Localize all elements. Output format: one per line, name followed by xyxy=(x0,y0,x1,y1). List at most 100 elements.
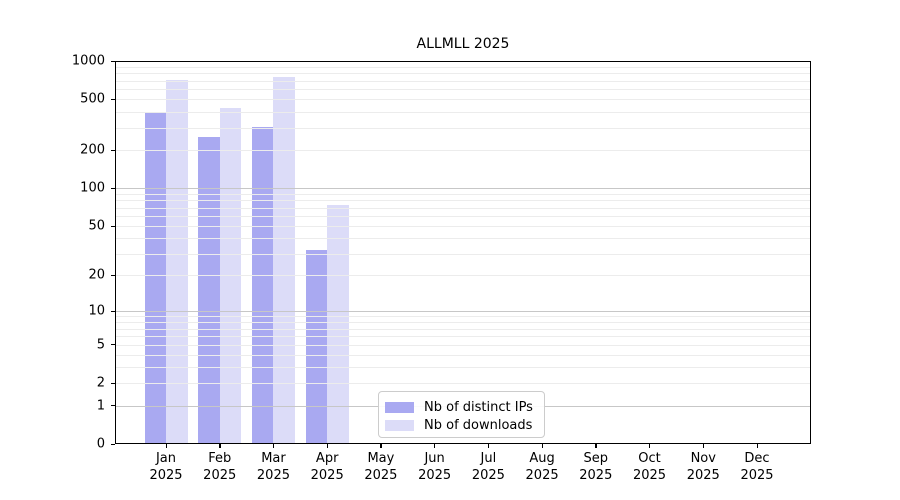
minor-gridline xyxy=(115,216,811,218)
x-tick-year: 2025 xyxy=(203,467,237,483)
y-tick-mark xyxy=(111,225,115,227)
x-tick-label: Dec 2025 xyxy=(725,451,789,484)
minor-gridline xyxy=(115,111,811,113)
legend-label: Nb of distinct IPs xyxy=(424,399,533,415)
y-tick-mark xyxy=(111,344,115,346)
y-tick-label: 0 xyxy=(96,436,105,452)
x-tick-year: 2025 xyxy=(364,467,398,483)
x-tick-mark xyxy=(487,444,490,448)
minor-gridline xyxy=(115,354,811,356)
y-tick-label: 500 xyxy=(80,91,105,107)
minor-gridline xyxy=(115,226,811,228)
bar-downloads xyxy=(273,76,295,444)
minor-gridline xyxy=(115,66,811,68)
x-tick-year: 2025 xyxy=(310,467,344,483)
legend-label: Nb of downloads xyxy=(424,417,533,433)
x-tick-label: Feb 2025 xyxy=(188,451,252,484)
minor-gridline xyxy=(115,367,811,369)
x-tick-year: 2025 xyxy=(632,467,667,483)
x-tick-mark xyxy=(272,444,275,448)
minor-gridline xyxy=(115,316,811,318)
legend-item-downloads: Nb of downloads xyxy=(385,416,536,434)
y-tick-label: 100 xyxy=(80,180,105,196)
x-tick-mark xyxy=(380,444,382,448)
x-tick-month: May xyxy=(367,451,395,466)
x-tick-month: Aug xyxy=(529,451,555,466)
minor-gridline xyxy=(115,207,811,209)
y-tick-mark xyxy=(111,274,115,277)
y-tick-label: 1000 xyxy=(71,53,105,69)
minor-gridline xyxy=(115,328,811,330)
minor-gridline xyxy=(115,73,811,75)
bar-distinct-ips xyxy=(198,137,220,444)
x-tick-label: Nov 2025 xyxy=(671,451,735,484)
x-tick-month: Sep xyxy=(583,451,609,466)
x-tick-label: Mar 2025 xyxy=(241,451,305,484)
x-tick-year: 2025 xyxy=(471,467,505,483)
x-tick-year: 2025 xyxy=(579,467,613,483)
x-tick-month: Jul xyxy=(480,451,497,466)
x-tick-mark xyxy=(756,444,758,448)
y-tick-mark xyxy=(111,443,115,445)
x-tick-year: 2025 xyxy=(740,467,774,483)
y-tick-label: 2 xyxy=(96,375,105,391)
x-tick-mark xyxy=(649,444,651,448)
y-tick-mark xyxy=(111,405,115,407)
x-tick-month: Nov xyxy=(690,451,716,466)
y-tick-label: 50 xyxy=(88,218,105,234)
y-tick-mark xyxy=(111,149,115,151)
minor-gridline xyxy=(115,200,811,202)
minor-gridline xyxy=(115,275,811,277)
bar-downloads xyxy=(166,79,188,444)
y-tick-label: 20 xyxy=(88,267,105,283)
x-tick-year: 2025 xyxy=(418,467,452,483)
x-tick-mark xyxy=(326,444,328,448)
x-tick-label: Jul 2025 xyxy=(456,451,520,484)
y-tick-mark xyxy=(111,382,115,384)
legend-item-distinct-ips: Nb of distinct IPs xyxy=(385,398,536,416)
x-tick-mark xyxy=(434,444,436,448)
bar-downloads xyxy=(327,205,349,444)
x-tick-month: Feb xyxy=(208,451,232,466)
minor-gridline xyxy=(115,99,811,101)
major-gridline xyxy=(115,311,811,313)
x-tick-month: Mar xyxy=(261,451,286,466)
x-tick-month: Jun xyxy=(424,451,445,466)
x-tick-year: 2025 xyxy=(525,467,559,483)
legend-swatch-downloads-icon xyxy=(385,419,414,431)
x-tick-month: Jan xyxy=(155,451,177,466)
minor-gridline xyxy=(115,336,811,338)
y-tick-mark xyxy=(111,98,115,101)
minor-gridline xyxy=(115,193,811,195)
x-tick-mark xyxy=(219,444,221,448)
chart-title: ALLMLL 2025 xyxy=(416,36,510,52)
minor-gridline xyxy=(115,89,811,91)
minor-gridline xyxy=(115,127,811,129)
x-tick-year: 2025 xyxy=(149,467,183,483)
minor-gridline xyxy=(115,150,811,151)
x-tick-mark xyxy=(541,444,543,448)
x-tick-label: Oct 2025 xyxy=(618,451,682,484)
y-tick-label: 10 xyxy=(88,303,105,319)
bar-distinct-ips xyxy=(144,111,166,444)
y-tick-mark xyxy=(111,60,115,62)
minor-gridline xyxy=(115,344,811,346)
minor-gridline xyxy=(115,253,811,255)
x-tick-year: 2025 xyxy=(686,467,720,483)
y-tick-mark xyxy=(111,187,115,189)
y-tick-label: 1 xyxy=(96,398,105,414)
legend: Nb of distinct IPs Nb of downloads xyxy=(378,391,545,438)
y-tick-label: 5 xyxy=(96,337,105,353)
legend-swatch-ips-icon xyxy=(385,401,414,413)
x-tick-label: May 2025 xyxy=(349,451,413,484)
x-tick-label: Apr 2025 xyxy=(295,451,359,484)
x-tick-year: 2025 xyxy=(256,467,290,483)
major-gridline xyxy=(115,188,811,190)
x-tick-month: Dec xyxy=(744,451,770,466)
x-tick-label: Jun 2025 xyxy=(403,451,467,484)
minor-gridline xyxy=(115,322,811,324)
x-tick-mark xyxy=(165,444,167,448)
y-tick-label: 200 xyxy=(80,142,105,158)
x-tick-mark xyxy=(595,444,597,448)
